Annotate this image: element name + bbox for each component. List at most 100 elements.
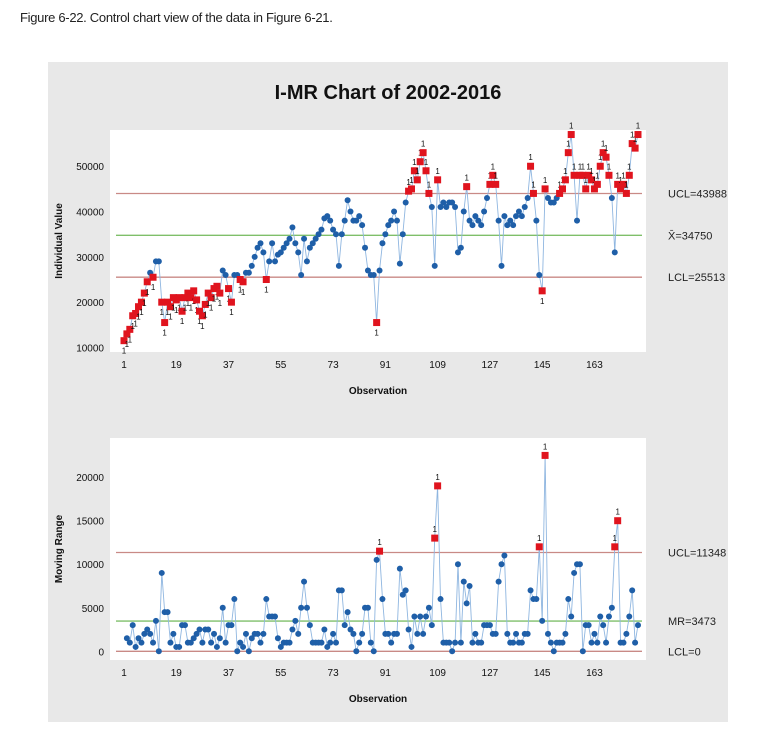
data-point bbox=[472, 630, 479, 637]
data-point bbox=[402, 587, 409, 594]
flag-label: 1 bbox=[130, 322, 135, 331]
out-of-control-point bbox=[422, 167, 430, 175]
flag-label: 1 bbox=[424, 158, 429, 167]
y-tick-label: 20000 bbox=[76, 298, 104, 309]
data-point bbox=[272, 613, 279, 620]
data-point bbox=[521, 204, 528, 211]
data-point bbox=[504, 630, 511, 637]
x-axis-label: Observation bbox=[349, 386, 407, 397]
data-point bbox=[452, 639, 459, 646]
data-point bbox=[332, 639, 339, 646]
data-point bbox=[544, 194, 551, 201]
flag-label: 1 bbox=[142, 299, 147, 308]
data-point bbox=[437, 596, 444, 603]
flag-label: 1 bbox=[128, 335, 133, 344]
flag-label: 1 bbox=[206, 299, 211, 308]
data-point bbox=[585, 622, 592, 629]
data-point bbox=[208, 639, 215, 646]
data-point bbox=[376, 267, 383, 274]
data-point bbox=[411, 613, 418, 620]
data-point bbox=[318, 226, 325, 233]
flag-label: 1 bbox=[624, 180, 629, 189]
data-point bbox=[222, 639, 229, 646]
flag-label: 1 bbox=[200, 322, 205, 331]
flag-label: 1 bbox=[581, 162, 586, 171]
data-point bbox=[286, 235, 293, 242]
data-point bbox=[330, 226, 337, 233]
moving-range-chart: 0 5000 10000 15000 20000 1 19 37 55 73 91 109 127 145… bbox=[54, 438, 726, 705]
data-point bbox=[466, 217, 473, 224]
data-point bbox=[571, 569, 578, 576]
data-point bbox=[518, 213, 525, 220]
out-of-control-point bbox=[611, 543, 619, 551]
y-tick-label: 10000 bbox=[76, 560, 104, 571]
x-tick-label: 127 bbox=[482, 668, 499, 679]
data-point bbox=[452, 204, 459, 211]
out-of-control-point bbox=[143, 278, 151, 286]
out-of-control-point bbox=[137, 298, 145, 306]
data-point bbox=[231, 596, 238, 603]
data-point bbox=[402, 199, 409, 206]
x-tick-label: 19 bbox=[171, 668, 183, 679]
data-point bbox=[574, 217, 581, 224]
flag-label: 1 bbox=[136, 313, 141, 322]
data-point bbox=[562, 630, 569, 637]
flag-label: 1 bbox=[572, 162, 577, 171]
out-of-control-point bbox=[201, 300, 209, 308]
data-point bbox=[167, 639, 174, 646]
data-point bbox=[414, 630, 421, 637]
data-point bbox=[568, 613, 575, 620]
flag-label: 1 bbox=[615, 508, 620, 517]
data-point bbox=[428, 204, 435, 211]
flag-label: 1 bbox=[435, 473, 440, 482]
out-of-control-point bbox=[227, 298, 235, 306]
data-point bbox=[260, 630, 267, 637]
x-tick-label: 37 bbox=[223, 360, 235, 371]
out-of-control-point bbox=[225, 285, 233, 293]
data-point bbox=[341, 622, 348, 629]
data-point bbox=[269, 240, 276, 247]
out-of-control-point bbox=[135, 303, 143, 311]
lcl-label: LCL=25513 bbox=[668, 272, 725, 284]
out-of-control-point bbox=[140, 289, 148, 297]
out-of-control-point bbox=[614, 180, 622, 188]
out-of-control-point bbox=[619, 180, 627, 188]
data-point bbox=[391, 208, 398, 215]
flag-label: 1 bbox=[139, 308, 144, 317]
data-point bbox=[472, 213, 479, 220]
data-point bbox=[495, 217, 502, 224]
ucl-label: UCL=43988 bbox=[668, 188, 727, 200]
flag-label: 1 bbox=[209, 304, 214, 313]
x-tick-label: 73 bbox=[328, 668, 340, 679]
data-point bbox=[257, 639, 264, 646]
out-of-control-point bbox=[425, 189, 433, 197]
data-point bbox=[385, 630, 392, 637]
data-point bbox=[454, 249, 461, 256]
chart-title: I-MR Chart of 2002-2016 bbox=[275, 82, 502, 104]
data-point bbox=[600, 622, 607, 629]
out-of-control-point bbox=[193, 296, 201, 304]
out-of-control-point bbox=[628, 140, 636, 148]
out-of-control-point bbox=[486, 180, 494, 188]
x-tick-label: 91 bbox=[380, 360, 392, 371]
flag-label: 1 bbox=[122, 347, 127, 356]
out-of-control-point bbox=[431, 534, 439, 542]
flag-label: 1 bbox=[584, 176, 589, 185]
out-of-control-point bbox=[541, 185, 549, 193]
data-point bbox=[237, 639, 244, 646]
data-point bbox=[254, 244, 261, 251]
data-point bbox=[315, 231, 322, 238]
figure-caption: Figure 6-22. Control chart view of the d… bbox=[20, 10, 333, 25]
out-of-control-point bbox=[204, 289, 212, 297]
data-point bbox=[539, 617, 546, 624]
flag-label: 1 bbox=[621, 171, 626, 180]
out-of-control-point bbox=[599, 149, 607, 157]
out-of-control-point bbox=[558, 185, 566, 193]
out-of-control-point bbox=[161, 319, 169, 327]
data-point bbox=[565, 596, 572, 603]
data-point bbox=[399, 591, 406, 598]
data-point bbox=[353, 217, 360, 224]
data-point bbox=[338, 587, 345, 594]
data-point bbox=[547, 639, 554, 646]
